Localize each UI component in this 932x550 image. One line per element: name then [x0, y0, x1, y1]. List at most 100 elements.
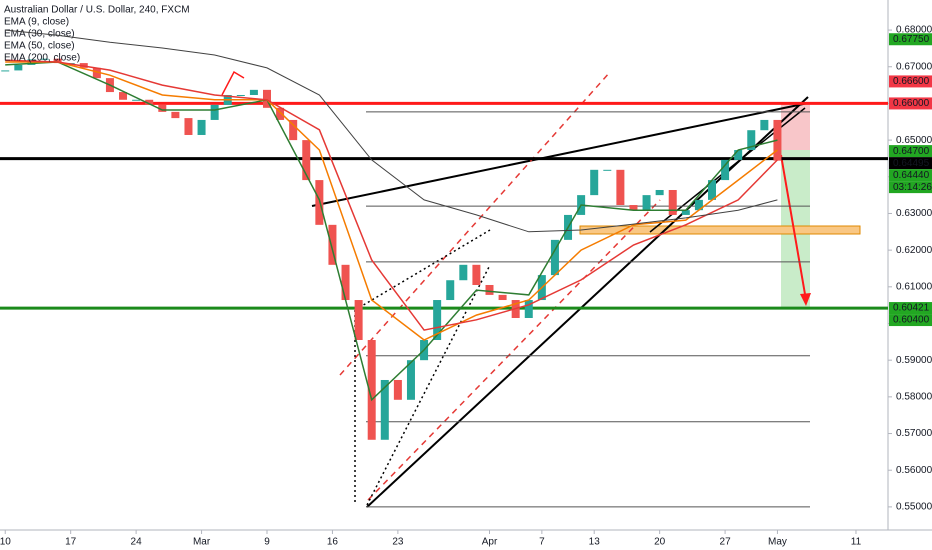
- candle: [406, 360, 415, 400]
- y-tick-label: 0.58000: [896, 391, 932, 402]
- price-tag-label: 0.64495: [893, 158, 930, 169]
- candle: [1, 70, 10, 72]
- y-tick-label: 0.63000: [896, 208, 932, 219]
- candle: [642, 195, 651, 211]
- price-tag: [889, 157, 932, 170]
- candle: [498, 294, 507, 301]
- forecast-arrow: [780, 154, 807, 301]
- candle: [485, 284, 494, 295]
- candle: [197, 119, 206, 135]
- candle: [524, 300, 533, 318]
- candle: [734, 150, 743, 160]
- x-tick-label: 20: [654, 537, 666, 548]
- legend-entry: EMA (30, close): [4, 29, 75, 40]
- legend-entry: EMA (9, close): [4, 17, 69, 28]
- ema-line: [5, 59, 778, 331]
- y-tick-label: 0.68000: [896, 25, 932, 36]
- ema-line: [5, 29, 778, 233]
- price-tag: [889, 75, 932, 88]
- candle: [721, 159, 730, 181]
- candle: [276, 107, 285, 120]
- candle: [210, 104, 219, 120]
- x-tick-label: 9: [264, 537, 270, 548]
- candle: [119, 92, 128, 100]
- candle: [694, 199, 703, 211]
- y-tick-label: 0.59000: [896, 355, 932, 366]
- dotted-line: [354, 229, 491, 311]
- candle: [616, 169, 625, 206]
- x-tick-label: 11: [851, 537, 862, 548]
- candle: [590, 169, 599, 196]
- y-tick-label: 0.57000: [896, 428, 932, 439]
- trend-line: [311, 102, 809, 207]
- candle: [289, 119, 298, 141]
- countdown: 03:14:26: [893, 182, 932, 193]
- x-tick-label: Mar: [193, 537, 211, 548]
- candle: [603, 169, 612, 171]
- ema-line: [5, 61, 778, 402]
- x-tick-label: 7: [539, 537, 545, 548]
- price-tag: [889, 145, 932, 158]
- legend-entry: EMA (50, close): [4, 41, 75, 52]
- candle: [668, 189, 677, 215]
- chart-title: Australian Dollar / U.S. Dollar, 240, FX…: [4, 5, 190, 16]
- price-tag: [889, 302, 932, 315]
- y-tick-label: 0.62000: [896, 245, 932, 256]
- candle: [14, 64, 23, 71]
- candle: [249, 89, 258, 95]
- x-tick-label: 17: [65, 537, 77, 548]
- x-tick-label: May: [768, 537, 787, 548]
- candle: [158, 104, 167, 112]
- price-tag-label: 0.64700: [893, 146, 930, 157]
- x-tick-label: 24: [131, 537, 143, 548]
- channel-line: [367, 199, 661, 501]
- candle: [380, 379, 389, 440]
- legend-entry: EMA (200, close): [4, 53, 80, 64]
- candle: [171, 111, 180, 119]
- candle: [354, 300, 363, 341]
- price-tag: [889, 97, 932, 110]
- candle: [328, 224, 337, 265]
- candle: [145, 99, 154, 105]
- candle: [459, 264, 468, 281]
- candle: [760, 119, 769, 131]
- y-tick-label: 0.61000: [896, 281, 932, 292]
- x-tick-label: 10: [0, 537, 11, 548]
- candle: [236, 94, 245, 96]
- candle: [629, 205, 638, 211]
- x-tick-label: 13: [589, 537, 601, 548]
- candle: [393, 379, 402, 400]
- x-tick-label: 16: [327, 537, 339, 548]
- price-tag: [889, 169, 932, 182]
- candle: [367, 340, 376, 440]
- candle: [302, 140, 311, 181]
- candle: [747, 130, 756, 151]
- candle: [92, 67, 101, 79]
- candle: [550, 239, 559, 276]
- candle: [446, 280, 455, 301]
- candle: [341, 264, 350, 301]
- arrow-head: [800, 293, 811, 306]
- x-tick-label: Apr: [482, 537, 498, 548]
- price-tag-label: 0.66000: [893, 98, 930, 109]
- candle: [263, 89, 271, 108]
- channel-line: [339, 71, 611, 376]
- price-tag-label: 0.60400: [893, 315, 930, 326]
- x-tick-label: 23: [392, 537, 404, 548]
- candle: [681, 210, 690, 215]
- candle: [472, 264, 481, 285]
- y-tick-label: 0.65000: [896, 135, 932, 146]
- y-tick-label: 0.56000: [896, 465, 932, 476]
- candle: [184, 118, 193, 135]
- countdown-tag: [889, 181, 932, 194]
- small-arrow: [221, 70, 245, 96]
- candle: [708, 180, 716, 200]
- candle: [40, 58, 49, 60]
- candle: [433, 300, 442, 341]
- candle: [655, 189, 664, 196]
- candle: [53, 58, 62, 64]
- price-tag: [889, 314, 932, 327]
- price-tag-label: 0.64440: [893, 170, 930, 181]
- y-tick-label: 0.67000: [896, 61, 932, 72]
